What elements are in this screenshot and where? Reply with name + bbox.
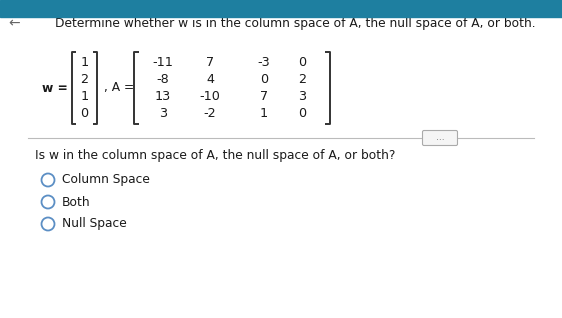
Text: Is w in the column space of A, the null space of A, or both?: Is w in the column space of A, the null …: [35, 149, 396, 162]
Text: -2: -2: [203, 107, 216, 120]
Text: Column Space: Column Space: [62, 174, 150, 186]
Text: 4: 4: [206, 73, 214, 86]
Text: 0: 0: [260, 73, 268, 86]
Text: 7: 7: [260, 90, 268, 103]
Text: -8: -8: [157, 73, 169, 86]
Text: -11: -11: [152, 56, 174, 69]
Text: 7: 7: [206, 56, 214, 69]
Circle shape: [42, 218, 55, 231]
Text: 13: 13: [155, 90, 171, 103]
Text: , A =: , A =: [104, 81, 134, 94]
Text: 1: 1: [80, 56, 89, 69]
FancyBboxPatch shape: [423, 130, 457, 146]
Text: 0: 0: [298, 56, 306, 69]
Bar: [0, 0, 562, 17]
Text: 3: 3: [298, 90, 306, 103]
Text: -10: -10: [200, 90, 220, 103]
Circle shape: [42, 174, 55, 186]
Text: 3: 3: [159, 107, 167, 120]
Text: 2: 2: [298, 73, 306, 86]
Text: 1: 1: [260, 107, 268, 120]
Text: 1: 1: [80, 90, 89, 103]
Text: ←: ←: [8, 16, 20, 30]
Text: Determine whether w is in the column space of A, the null space of A, or both.: Determine whether w is in the column spa…: [55, 17, 536, 30]
Text: 0: 0: [298, 107, 306, 120]
Text: ...: ...: [436, 134, 445, 142]
Text: w =: w =: [42, 81, 68, 94]
Text: 2: 2: [80, 73, 88, 86]
Text: 0: 0: [80, 107, 89, 120]
Text: Both: Both: [62, 196, 90, 209]
Text: -3: -3: [257, 56, 270, 69]
Circle shape: [42, 196, 55, 209]
Text: Null Space: Null Space: [62, 218, 127, 231]
